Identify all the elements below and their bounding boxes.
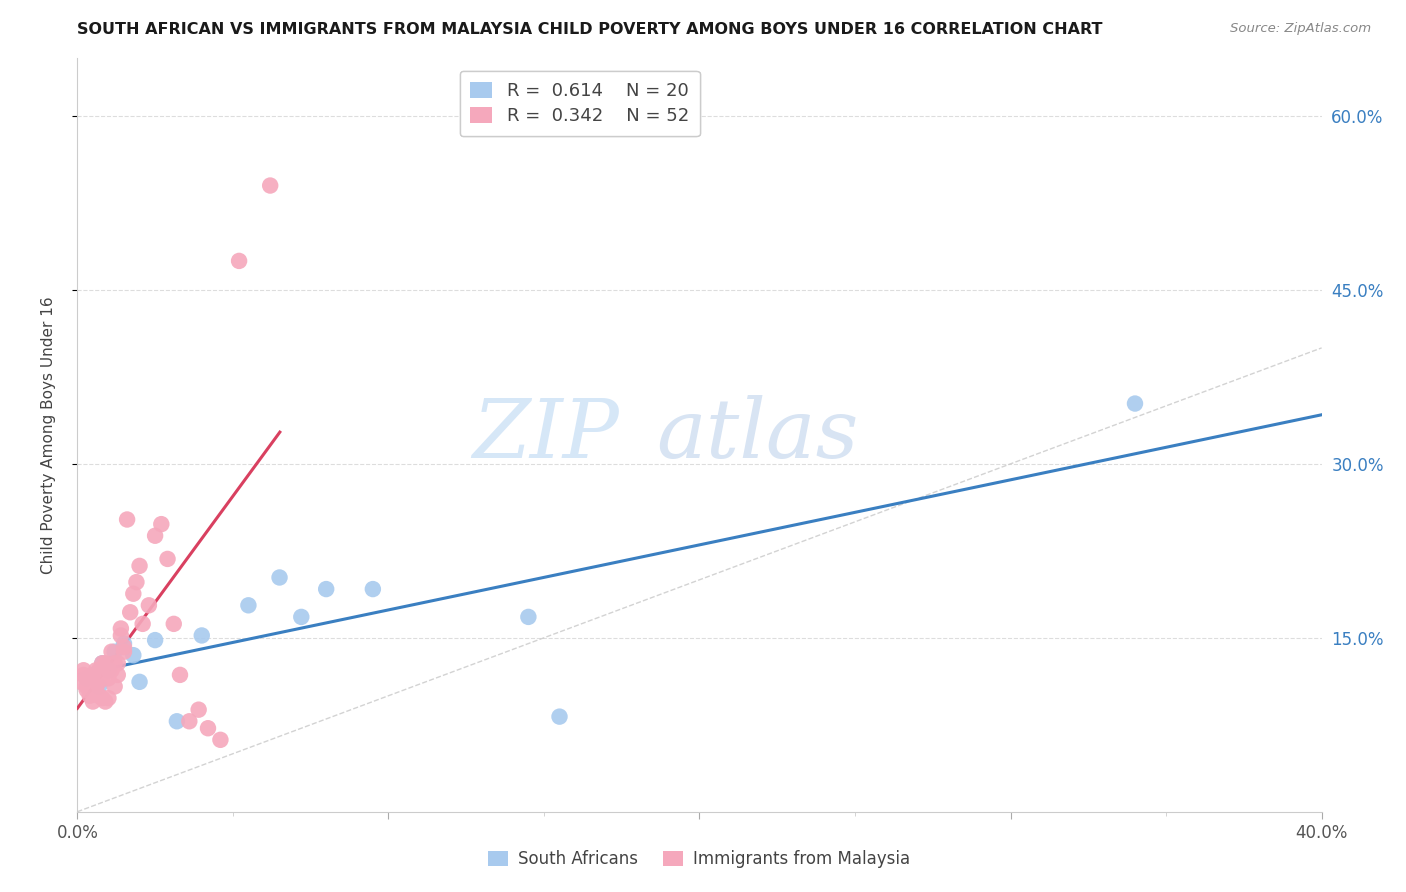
Point: [97, 671, 120, 685]
Point: [107, 668, 129, 682]
Point: [110, 628, 132, 642]
Point: [517, 610, 540, 624]
Point: [128, 558, 150, 573]
Point: [191, 628, 214, 642]
Point: [156, 552, 179, 566]
Point: [94, 657, 117, 671]
Point: [290, 610, 312, 624]
Point: [112, 637, 135, 651]
Point: [72, 668, 94, 682]
Point: [84, 683, 107, 698]
Point: [169, 668, 191, 682]
Point: [163, 616, 186, 631]
Point: [104, 657, 127, 671]
Point: [150, 517, 173, 532]
Point: [269, 570, 291, 584]
Point: [209, 732, 232, 747]
Point: [79, 674, 101, 689]
Point: [131, 616, 153, 631]
Point: [112, 645, 135, 659]
Text: Source: ZipAtlas.com: Source: ZipAtlas.com: [1230, 22, 1371, 36]
Text: atlas: atlas: [657, 395, 858, 475]
Point: [97, 691, 120, 706]
Point: [197, 721, 219, 735]
Point: [87, 680, 110, 694]
Point: [128, 674, 150, 689]
Point: [138, 599, 160, 613]
Point: [82, 680, 104, 694]
Point: [110, 622, 132, 636]
Point: [112, 640, 135, 654]
Point: [100, 645, 122, 659]
Point: [82, 668, 104, 682]
Point: [228, 254, 250, 268]
Point: [91, 657, 114, 671]
Point: [79, 670, 101, 684]
Point: [87, 663, 110, 677]
Point: [84, 677, 107, 691]
Point: [97, 663, 120, 677]
Point: [125, 575, 148, 590]
Point: [104, 645, 127, 659]
Point: [548, 709, 571, 723]
Point: [143, 633, 166, 648]
Point: [166, 714, 188, 729]
Point: [91, 657, 114, 671]
Point: [115, 512, 138, 526]
Point: [87, 689, 110, 703]
Point: [187, 703, 209, 717]
Point: [91, 670, 114, 684]
Point: [100, 663, 122, 677]
Point: [1123, 396, 1146, 410]
Point: [361, 582, 384, 596]
Point: [179, 714, 201, 729]
Point: [94, 694, 117, 708]
Point: [143, 529, 166, 543]
Point: [122, 587, 145, 601]
Point: [122, 648, 145, 662]
Point: [259, 178, 281, 193]
Point: [76, 680, 98, 694]
Text: SOUTH AFRICAN VS IMMIGRANTS FROM MALAYSIA CHILD POVERTY AMONG BOYS UNDER 16 CORR: SOUTH AFRICAN VS IMMIGRANTS FROM MALAYSI…: [77, 22, 1102, 37]
Point: [238, 599, 260, 613]
Point: [84, 663, 107, 677]
Y-axis label: Child Poverty Among Boys Under 16: Child Poverty Among Boys Under 16: [42, 296, 56, 574]
Point: [76, 671, 98, 685]
Point: [120, 605, 142, 619]
Point: [72, 663, 94, 677]
Point: [82, 694, 104, 708]
Point: [79, 689, 101, 703]
Point: [82, 670, 104, 684]
Legend: R =  0.614    N = 20, R =  0.342    N = 52: R = 0.614 N = 20, R = 0.342 N = 52: [460, 70, 700, 136]
Point: [91, 691, 114, 706]
Point: [87, 674, 110, 689]
Point: [315, 582, 337, 596]
Point: [107, 657, 129, 671]
Point: [76, 683, 98, 698]
Point: [69, 674, 91, 689]
Text: ZIP: ZIP: [472, 395, 619, 475]
Point: [104, 680, 127, 694]
